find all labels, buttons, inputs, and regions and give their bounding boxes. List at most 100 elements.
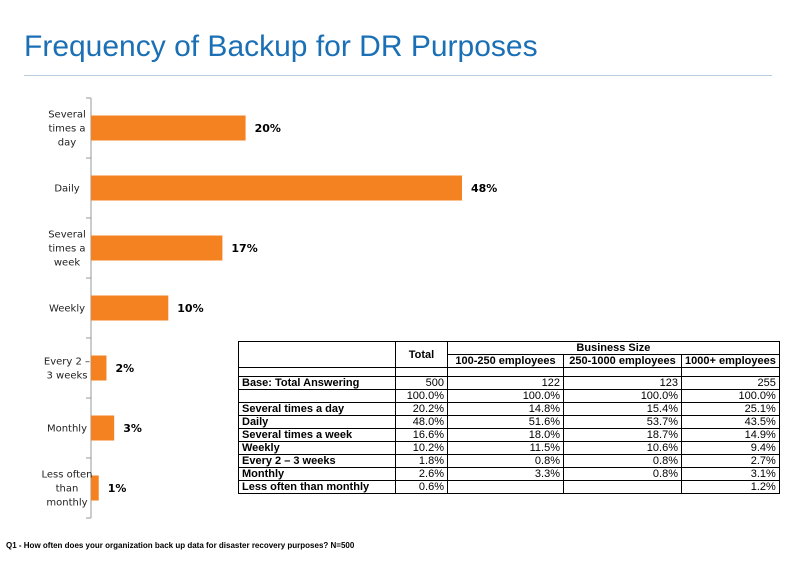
category-label-line: 3 weeks xyxy=(46,371,87,382)
cell: 14.9% xyxy=(681,428,780,442)
table-header-row: Total Business Size xyxy=(238,341,780,368)
category-label-line: Monthly xyxy=(47,424,87,435)
col-header: 1000+ employees xyxy=(681,354,780,368)
col-header-total: Total xyxy=(395,341,448,368)
table-row: Every 2 – 3 weeks 1.8% 0.8% 0.8% 2.7% xyxy=(238,454,780,468)
row-label: Monthly xyxy=(238,467,396,481)
table-row: Monthly 2.6% 3.3% 0.8% 3.1% xyxy=(238,467,780,481)
row-label: Every 2 – 3 weeks xyxy=(238,454,396,468)
cell: 3.1% xyxy=(681,467,780,481)
bar xyxy=(91,355,107,381)
cell: 25.1% xyxy=(681,402,780,416)
bar xyxy=(91,235,223,261)
data-label: 1% xyxy=(108,482,127,495)
category-label-line: day xyxy=(58,138,76,149)
cell: 3.3% xyxy=(447,467,564,481)
cell: 48.0% xyxy=(395,415,448,429)
cell: 0.8% xyxy=(563,454,682,468)
table-row-percent: 100.0% 100.0% 100.0% 100.0% xyxy=(238,389,780,403)
category-label: Every 2 – 3 weeks xyxy=(44,357,90,382)
data-label: 20% xyxy=(255,122,281,135)
cell: 53.7% xyxy=(563,415,682,429)
cell: 100.0% xyxy=(395,389,448,403)
bar xyxy=(91,115,246,141)
bar xyxy=(91,475,99,501)
category-label-line: Several xyxy=(48,110,86,121)
data-label: 3% xyxy=(123,422,142,435)
footnote: Q1 - How often does your organization ba… xyxy=(6,541,355,550)
bar xyxy=(91,175,462,201)
col-header: 100-250 employees xyxy=(447,354,564,368)
table-corner-cell xyxy=(238,341,396,368)
table-row: Several times a week 16.6% 18.0% 18.7% 1… xyxy=(238,428,780,442)
category-label: Several times a week xyxy=(48,230,86,269)
table-subheader-row: 100-250 employees 250-1000 employees 100… xyxy=(239,354,780,368)
cell: 43.5% xyxy=(681,415,780,429)
cell: 2.7% xyxy=(681,454,780,468)
table-row: Daily 48.0% 51.6% 53.7% 43.5% xyxy=(238,415,780,429)
cell: 100.0% xyxy=(681,389,780,403)
category-label: Monthly xyxy=(47,424,87,435)
category-label: Daily xyxy=(54,184,79,195)
cell: 0.8% xyxy=(447,454,564,468)
cell xyxy=(563,480,682,494)
row-label: Base: Total Answering xyxy=(238,376,396,390)
category-label-line: Daily xyxy=(54,184,79,195)
row-label: Several times a day xyxy=(238,402,396,416)
category-label: Several times a day xyxy=(48,110,86,149)
category-label-line: than xyxy=(56,484,79,495)
col-header-business-size: Business Size xyxy=(447,341,780,355)
row-label xyxy=(238,389,396,403)
cell: 9.4% xyxy=(681,441,780,455)
data-label: 17% xyxy=(231,242,257,255)
cell: 20.2% xyxy=(395,402,448,416)
cell: 1.8% xyxy=(395,454,448,468)
category-label: Weekly xyxy=(49,304,85,315)
data-label: 10% xyxy=(177,302,203,315)
cell: 100.0% xyxy=(447,389,564,403)
category-label-line: monthly xyxy=(46,498,87,509)
row-label: Weekly xyxy=(238,441,396,455)
cell: 122 xyxy=(447,376,564,390)
cell: 500 xyxy=(395,376,448,390)
data-label: 48% xyxy=(471,182,497,195)
category-label-line: Several xyxy=(48,230,86,241)
bar xyxy=(91,415,115,441)
cell: 16.6% xyxy=(395,428,448,442)
row-label: Several times a week xyxy=(238,428,396,442)
table-row: Several times a day 20.2% 14.8% 15.4% 25… xyxy=(238,402,780,416)
category-label: Less often than monthly xyxy=(41,470,92,509)
cell: 100.0% xyxy=(563,389,682,403)
cell: 14.8% xyxy=(447,402,564,416)
cell: 10.2% xyxy=(395,441,448,455)
table-row: Weekly 10.2% 11.5% 10.6% 9.4% xyxy=(238,441,780,455)
cell: 2.6% xyxy=(395,467,448,481)
cell: 15.4% xyxy=(563,402,682,416)
table-row-base: Base: Total Answering 500 122 123 255 xyxy=(238,376,780,390)
row-label: Less often than monthly xyxy=(238,480,396,494)
page-title: Frequency of Backup for DR Purposes xyxy=(24,30,538,63)
cell: 255 xyxy=(681,376,780,390)
category-label-line: times a xyxy=(48,244,85,255)
category-label-line: Every 2 – xyxy=(44,357,90,368)
cell: 18.7% xyxy=(563,428,682,442)
table-spacer-row xyxy=(238,367,780,377)
data-label: 2% xyxy=(115,362,134,375)
category-label-line: Less often xyxy=(41,470,92,481)
cell: 11.5% xyxy=(447,441,564,455)
category-label-line: Weekly xyxy=(49,304,85,315)
cell: 1.2% xyxy=(681,480,780,494)
bar xyxy=(91,295,169,321)
cell: 0.8% xyxy=(563,467,682,481)
cell: 51.6% xyxy=(447,415,564,429)
title-divider xyxy=(24,75,772,76)
category-label-line: times a xyxy=(48,124,85,135)
table-row: Less often than monthly 0.6% 1.2% xyxy=(238,480,780,494)
cell: 10.6% xyxy=(563,441,682,455)
cell: 0.6% xyxy=(395,480,448,494)
category-label-line: week xyxy=(54,258,80,269)
row-label: Daily xyxy=(238,415,396,429)
col-header: 250-1000 employees xyxy=(563,354,682,368)
cell: 123 xyxy=(563,376,682,390)
